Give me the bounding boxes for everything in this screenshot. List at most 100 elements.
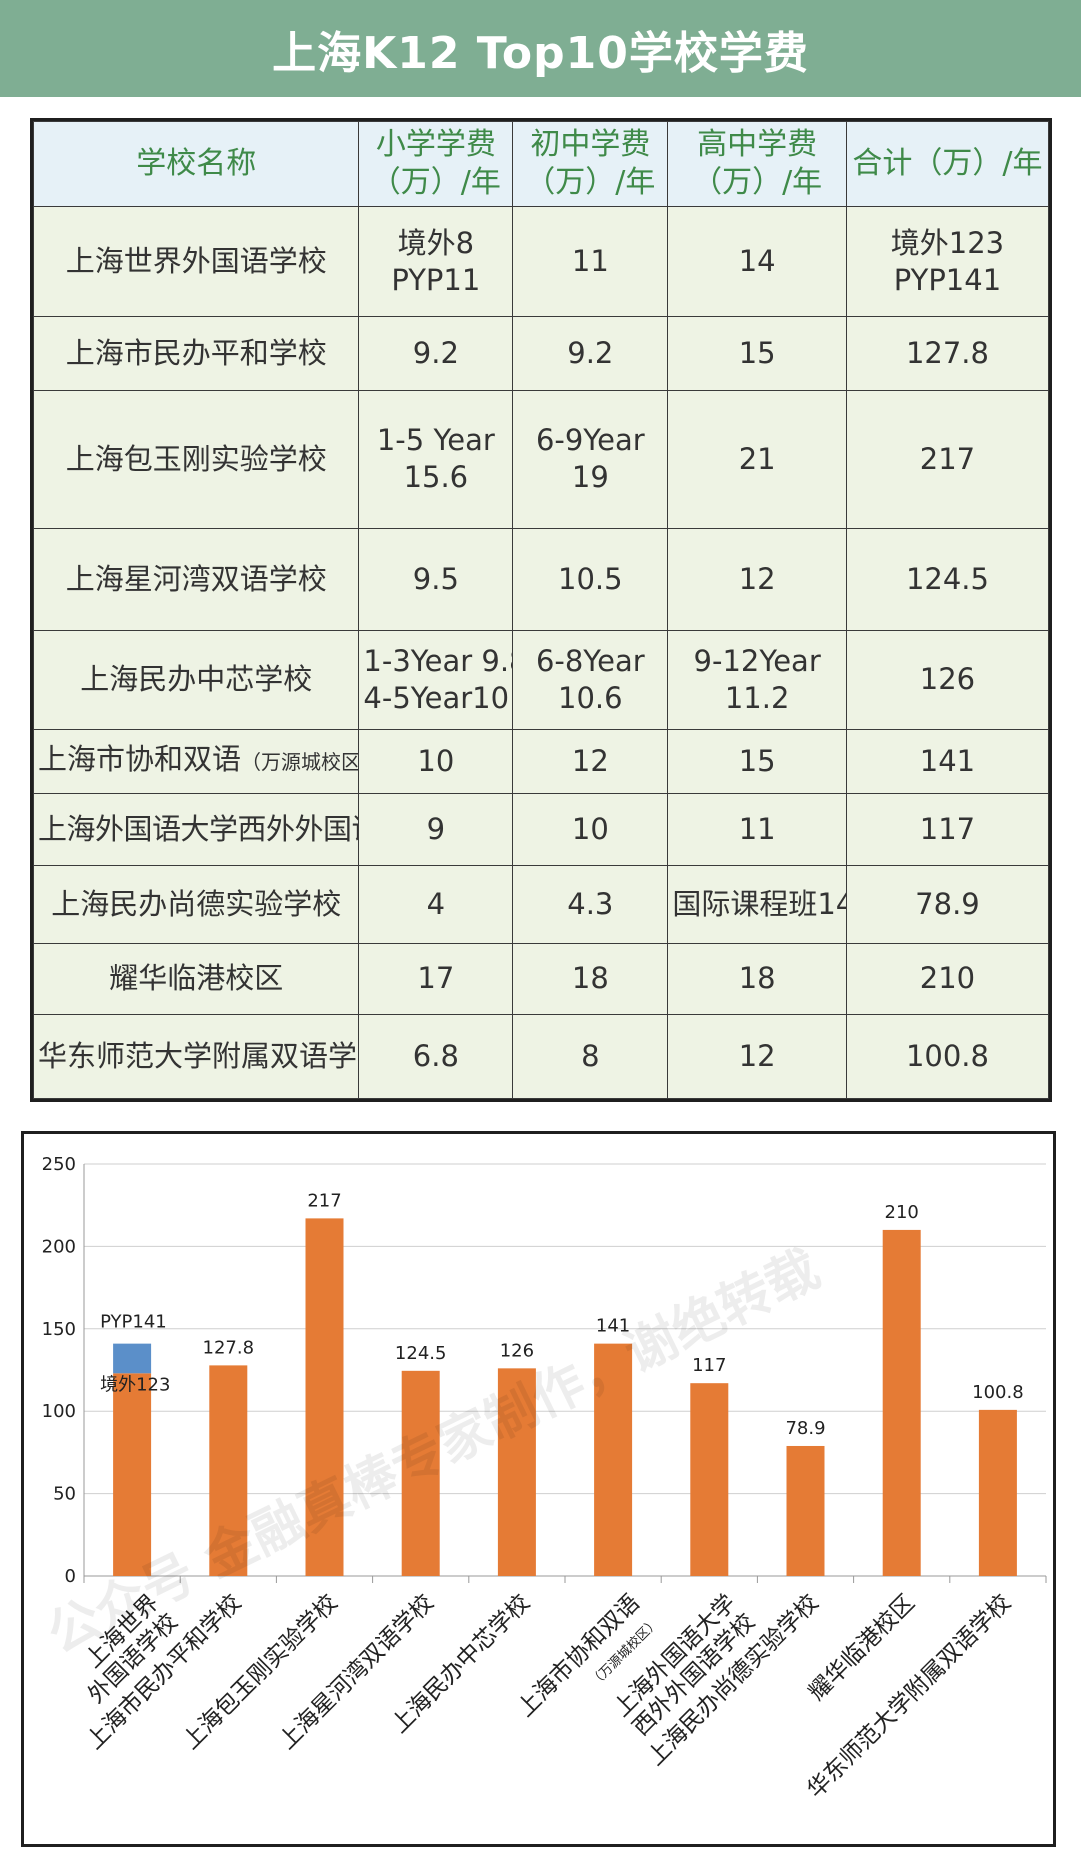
data-label: 124.5 xyxy=(395,1343,447,1364)
cell-line: 210 xyxy=(919,961,976,996)
category-label: 华东师范大学附属双语学校 xyxy=(803,1590,1017,1804)
table-row: 上海市协和双语（万源城校区） 10 12 15 141 xyxy=(32,728,1050,795)
cell-line: 国际课程班14 xyxy=(672,886,847,921)
school-name-cell: 上海世界外国语学校 xyxy=(32,206,360,317)
middle-fee-cell: 6-8Year 10.6 xyxy=(512,630,669,730)
school-name: 上海外国语大学西外外国语学校 xyxy=(38,811,358,846)
school-name: 上海包玉刚实验学校 xyxy=(65,441,327,476)
cell-line: 6-8Year xyxy=(535,643,645,678)
cell-line: 19 xyxy=(571,460,609,495)
bar xyxy=(690,1383,729,1576)
middle-fee-cell: 9.2 xyxy=(512,315,669,392)
high-fee-cell: 15 xyxy=(667,728,847,795)
column-header-line: 学校名称 xyxy=(136,146,257,181)
school-name-cell: 上海市民办平和学校 xyxy=(32,315,360,392)
bar xyxy=(594,1343,633,1576)
cell-line: 12 xyxy=(571,743,609,778)
total-fee-cell: 117 xyxy=(845,793,1050,866)
cell-line: 141 xyxy=(919,743,976,778)
cell-line: 10 xyxy=(571,811,609,846)
school-name-cell: 上海民办中芯学校 xyxy=(32,630,360,730)
cell-line: 1-5 Year xyxy=(376,423,495,458)
cell-line: 10 xyxy=(417,743,455,778)
cell-line: 127.8 xyxy=(905,336,989,371)
middle-fee-cell: 10.5 xyxy=(512,527,669,632)
data-label: 210 xyxy=(885,1202,919,1223)
high-fee-cell: 15 xyxy=(667,315,847,392)
middle-fee-cell: 8 xyxy=(512,1014,669,1099)
bar xyxy=(497,1368,536,1576)
high-fee-cell: 12 xyxy=(667,527,847,632)
school-name-cell: 耀华临港校区 xyxy=(32,942,360,1016)
cell-line: 11.2 xyxy=(724,680,790,715)
data-label: 217 xyxy=(307,1190,341,1211)
total-fee-cell: 217 xyxy=(845,390,1050,529)
cell-line: 124.5 xyxy=(905,562,989,597)
school-name: 上海世界外国语学校 xyxy=(65,244,327,278)
table-row: 耀华临港校区 17 18 18 210 xyxy=(32,942,1050,1016)
table-header-row: 学校名称 小学学费 （万）/年 初中学费 （万）/年 高中学费 （万）/年 合计（万）/年 xyxy=(32,121,1050,207)
table-row: 上海民办尚德实验学校 4 4.3 国际课程班14 78.9 xyxy=(32,864,1050,944)
cell-line: 12 xyxy=(738,562,776,597)
cell-line: 10.6 xyxy=(558,680,623,715)
primary-fee-cell: 境外8 PYP11 xyxy=(358,206,514,317)
bar xyxy=(978,1409,1017,1576)
primary-fee-cell: 9.2 xyxy=(358,315,514,392)
cell-line: 6.8 xyxy=(412,1039,459,1074)
column-header-line: （万）/年 xyxy=(692,165,823,200)
column-header-line: （万）/年 xyxy=(370,165,501,200)
total-fee-cell: 141 xyxy=(845,728,1050,795)
high-fee-cell: 国际课程班14 xyxy=(667,864,847,944)
y-tick-label: 0 xyxy=(65,1566,76,1587)
column-header-line: 高中学费 xyxy=(697,127,818,162)
cell-line: 9.2 xyxy=(412,336,459,371)
total-fee-cell: 127.8 xyxy=(845,315,1050,392)
cell-line: 9.5 xyxy=(412,562,459,597)
fee-table: 学校名称 小学学费 （万）/年 初中学费 （万）/年 高中学费 （万）/年 合计（万）/年 上… xyxy=(32,121,1050,1099)
bar xyxy=(401,1370,440,1576)
primary-fee-cell: 10 xyxy=(358,728,514,795)
cell-line: 9.2 xyxy=(567,336,614,371)
data-label: 126 xyxy=(500,1340,534,1361)
data-label: 117 xyxy=(692,1355,726,1376)
total-fee-cell: 210 xyxy=(845,942,1050,1016)
bar xyxy=(113,1373,152,1576)
cell-line: 9 xyxy=(426,811,446,846)
high-fee-cell: 9-12Year 11.2 xyxy=(667,630,847,730)
high-fee-cell: 21 xyxy=(667,390,847,529)
data-label: 100.8 xyxy=(972,1382,1024,1403)
table-row: 上海包玉刚实验学校 1-5 Year 15.6 6-9Year 19 21 217 xyxy=(32,390,1050,529)
high-fee-cell: 12 xyxy=(667,1014,847,1099)
table-row: 上海世界外国语学校 境外8 PYP11 11 14 境外123 PYP141 xyxy=(32,206,1050,317)
primary-fee-cell: 9.5 xyxy=(358,527,514,632)
school-name-cell: 上海包玉刚实验学校 xyxy=(32,390,360,529)
y-tick-label: 150 xyxy=(42,1319,76,1340)
school-name-cell: 上海民办尚德实验学校 xyxy=(32,864,360,944)
middle-fee-cell: 4.3 xyxy=(512,864,669,944)
cell-line: 15 xyxy=(738,743,776,778)
school-name: 上海民办尚德实验学校 xyxy=(51,886,342,921)
middle-fee-cell: 18 xyxy=(512,942,669,1016)
y-tick-label: 50 xyxy=(53,1484,76,1505)
total-fee-cell: 境外123 PYP141 xyxy=(845,206,1050,317)
cell-line: 100.8 xyxy=(905,1039,989,1074)
total-fee-cell: 100.8 xyxy=(845,1014,1050,1099)
y-tick-label: 250 xyxy=(42,1154,76,1175)
fee-table-frame: 学校名称 小学学费 （万）/年 初中学费 （万）/年 高中学费 （万）/年 合计（万）/年 上… xyxy=(30,118,1052,1102)
school-name: 上海市民办平和学校 xyxy=(65,336,327,371)
school-name: 上海民办中芯学校 xyxy=(80,662,313,697)
cell-line: 15 xyxy=(738,336,776,371)
y-tick-label: 100 xyxy=(42,1401,76,1422)
cell-line: 12 xyxy=(738,1039,776,1074)
cell-line: PYP141 xyxy=(893,262,1002,297)
cell-line: 4 xyxy=(426,886,446,921)
cell-line: 8 xyxy=(581,1039,600,1074)
primary-fee-cell: 1-5 Year 15.6 xyxy=(358,390,514,529)
total-fee-cell: 78.9 xyxy=(845,864,1050,944)
column-header-line: 小学学费 xyxy=(375,127,496,162)
school-name: 华东师范大学附属双语学校 xyxy=(38,1039,359,1074)
data-label: PYP141 xyxy=(100,1312,167,1333)
school-name: 耀华临港校区 xyxy=(109,961,284,996)
table-row: 华东师范大学附属双语学校 6.8 8 12 100.8 xyxy=(32,1014,1050,1099)
cell-line: 4-5Year10 xyxy=(363,680,510,715)
